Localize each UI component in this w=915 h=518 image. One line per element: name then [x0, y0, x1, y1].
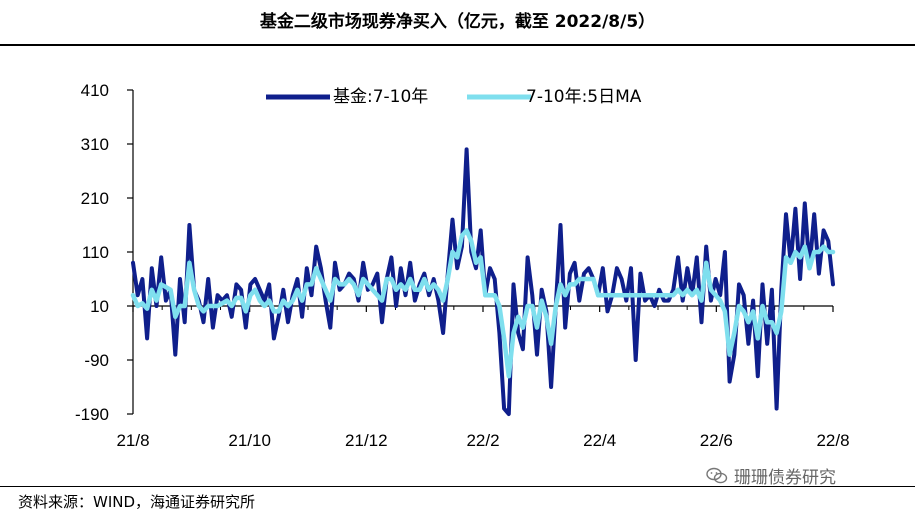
- legend-label-2: 7-10年:5日MA: [526, 87, 642, 107]
- legend: 基金:7-10年 7-10年:5日MA: [266, 87, 642, 107]
- x-tick-label: 22/2: [466, 431, 499, 450]
- wechat-icon: [706, 467, 728, 483]
- y-tick-label: 410: [81, 81, 109, 100]
- source-note: 资料来源：WIND，海通证券研究所: [18, 493, 256, 511]
- chart-area: 410 310 210 110 10 -90 -190 21/8 21/10 21/12 22/2 2…: [75, 81, 850, 450]
- x-tick-label: 21/10: [228, 431, 271, 450]
- y-tick-label: 210: [81, 189, 109, 208]
- y-tick-label: 110: [82, 243, 109, 262]
- x-tick-label: 22/4: [583, 431, 616, 450]
- y-tick-label: -190: [75, 405, 109, 424]
- y-tick-label: 10: [90, 297, 109, 316]
- legend-label-1: 基金:7-10年: [333, 87, 428, 107]
- series-layer: [130, 147, 836, 416]
- x-tick-label: 22/8: [816, 431, 849, 450]
- chart-title: 基金二级市场现券净买入（亿元，截至 2022/8/5）: [259, 12, 656, 32]
- x-tick-label: 22/6: [700, 431, 733, 450]
- watermark: 珊珊债券研究: [706, 463, 836, 488]
- axes: 410 310 210 110 10 -90 -190 21/8 21/10 21/12 22/2 2…: [75, 81, 850, 450]
- footer-rule: [0, 486, 915, 487]
- watermark-text: 珊珊债券研究: [734, 468, 836, 488]
- title-rule: [0, 44, 915, 46]
- x-tick-label: 21/12: [345, 431, 388, 450]
- y-tick-label: 310: [81, 135, 109, 154]
- series-line-2: [130, 228, 836, 379]
- y-tick-label: -90: [84, 351, 109, 370]
- x-tick-label: 21/8: [116, 431, 149, 450]
